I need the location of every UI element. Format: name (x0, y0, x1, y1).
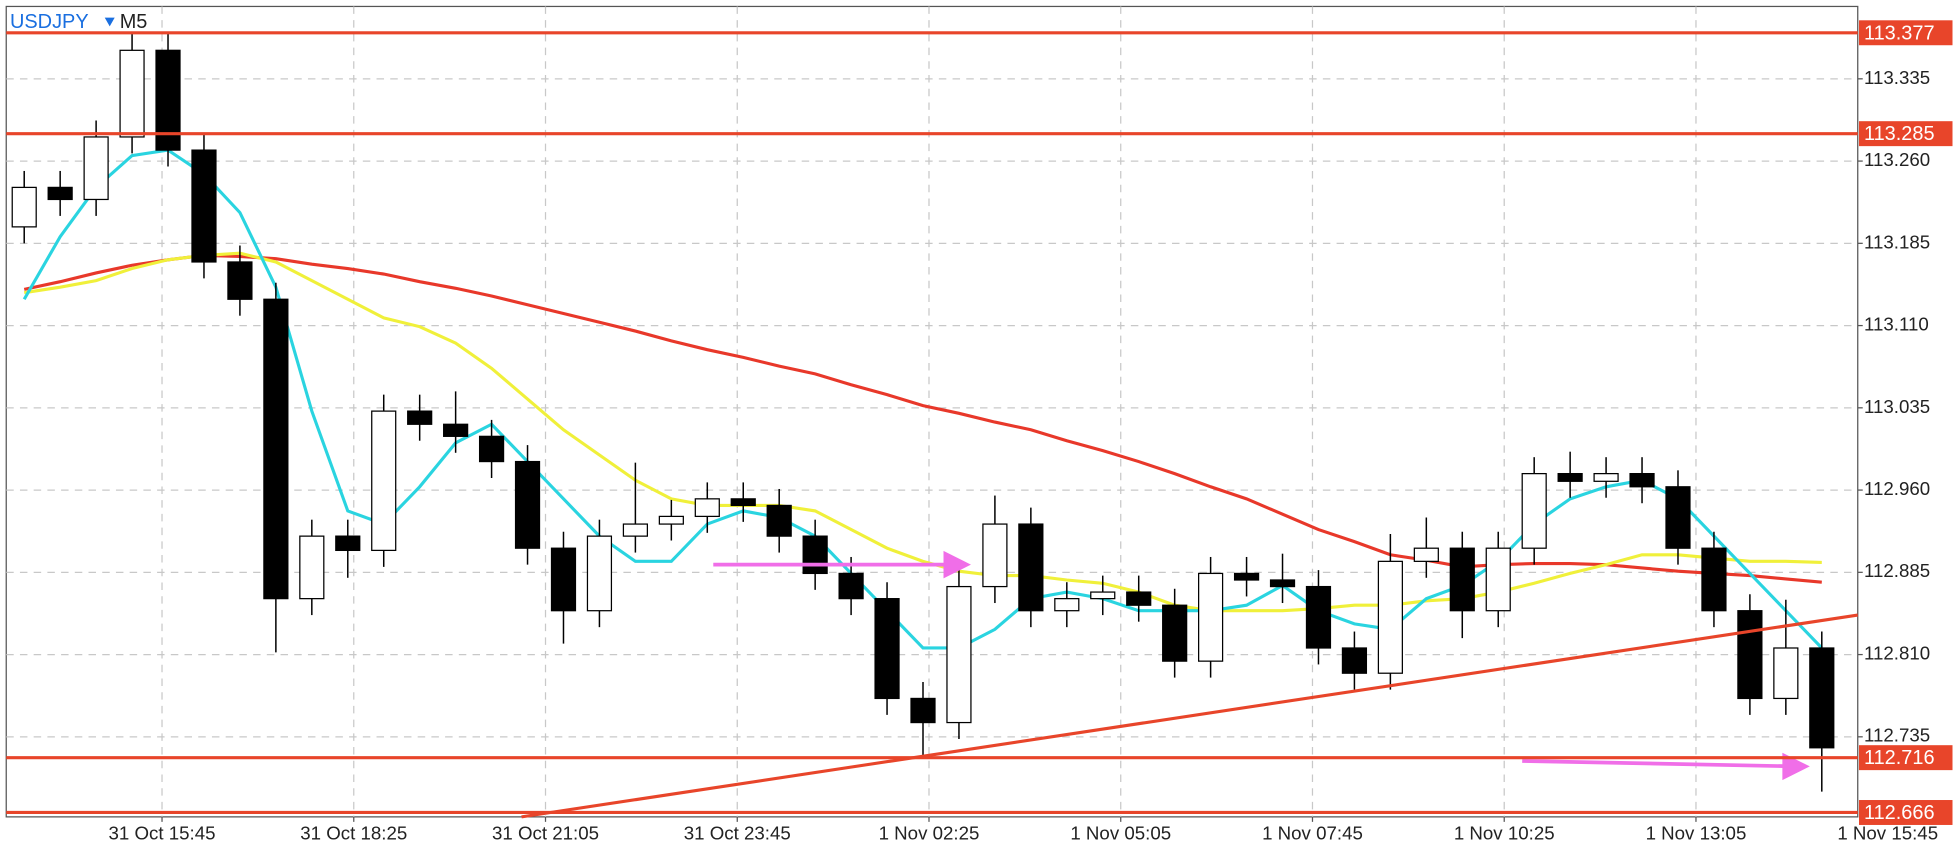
moving-average (23, 251, 1822, 613)
candle-body (694, 498, 720, 518)
y-tick-label: 113.035 (1864, 396, 1930, 417)
candle-body (550, 547, 577, 612)
x-tick-label: 31 Oct 15:45 (109, 822, 216, 843)
candle-body (1377, 560, 1403, 674)
x-tick-label: 1 Nov 15:45 (1837, 822, 1938, 843)
candle-body (658, 515, 684, 525)
candle-body (47, 186, 73, 201)
x-tick-label: 31 Oct 23:45 (684, 822, 791, 843)
y-tick-label: 113.110 (1864, 314, 1929, 335)
candle-body (1485, 547, 1511, 612)
price-level-tag (1858, 800, 1953, 825)
trendline (521, 613, 1858, 819)
candle-body (874, 598, 900, 700)
candle-body (1054, 598, 1080, 612)
candle-body (1737, 610, 1763, 700)
price-level-tag (1858, 745, 1953, 771)
candle-body (838, 572, 864, 600)
layers: 113.335 113.260 113.185 113.110 113.035 112.9… (6, 6, 1953, 843)
candle-body (910, 697, 936, 724)
candle-body (11, 186, 37, 228)
x-tick-label: 1 Nov 10:25 (1454, 822, 1555, 843)
price-level-label: 113.377 (1864, 22, 1935, 44)
candle-body (802, 535, 828, 575)
candle-body (263, 298, 289, 600)
candle-body (1809, 647, 1835, 749)
arrow-shaft (1522, 759, 1798, 769)
candle-body (1557, 472, 1583, 482)
candle-body (514, 460, 541, 549)
candle-body (407, 410, 433, 425)
x-tick-label: 31 Oct 21:05 (492, 822, 599, 843)
moving-average (23, 253, 1822, 584)
x-tick-label: 1 Nov 05:05 (1070, 822, 1171, 843)
candle-body (766, 504, 792, 537)
candle-body (1593, 472, 1619, 482)
candle-body (443, 423, 469, 437)
y-tick-label: 113.260 (1864, 149, 1930, 170)
y-tick-label: 112.885 (1864, 560, 1930, 581)
candle-body (1126, 591, 1152, 606)
price-level-label: 112.666 (1864, 802, 1935, 824)
candle-body (83, 136, 109, 201)
y-tick-label: 113.335 (1864, 67, 1930, 88)
candle-body (1521, 472, 1547, 549)
candle-body (191, 149, 217, 263)
price-level-tag (1858, 20, 1953, 46)
candle-body (1269, 579, 1296, 588)
candle-body (586, 535, 613, 612)
candle-body (730, 498, 756, 507)
price-level-tag (1858, 121, 1953, 147)
arrow-head (943, 550, 971, 579)
candle-body (1233, 572, 1260, 581)
candle-body (1413, 547, 1439, 562)
x-tick-label: 1 Nov 07:45 (1262, 822, 1363, 843)
candle-body (1198, 572, 1224, 662)
y-tick-label: 112.735 (1864, 725, 1930, 746)
candle-body (1629, 472, 1655, 488)
price-level-label: 112.716 (1864, 747, 1935, 769)
candle-body (371, 410, 397, 552)
candle-body (1341, 647, 1368, 674)
candle-body (227, 261, 253, 300)
x-tick-label: 1 Nov 02:25 (879, 822, 980, 843)
candle-body (1162, 604, 1188, 662)
candle-body (946, 585, 972, 724)
timeframe[interactable]: M5 (120, 11, 148, 33)
candle-body (1773, 647, 1799, 700)
x-tick-label: 31 Oct 18:25 (300, 822, 407, 843)
candle-body (1665, 486, 1691, 549)
candle-body (1018, 523, 1044, 612)
x-tick-label: 1 Nov 13:05 (1646, 822, 1747, 843)
candle-body (299, 535, 325, 600)
price-level-label: 113.285 (1864, 123, 1935, 145)
y-tick-label: 112.960 (1864, 478, 1930, 499)
candle-body (982, 523, 1008, 588)
y-tick-label: 112.810 (1864, 643, 1930, 664)
candle-body (1305, 585, 1332, 649)
candle-body (155, 49, 181, 151)
y-tick-label: 113.185 (1864, 231, 1930, 252)
candle-body (335, 535, 361, 552)
candle-body (119, 49, 145, 138)
plot-frame (5, 5, 1859, 818)
arrow-head (1782, 752, 1810, 781)
candle-body (1090, 591, 1116, 600)
candle-body (622, 523, 648, 537)
symbol-dropdown-icon[interactable] (104, 17, 115, 27)
candle-body (1701, 547, 1727, 612)
symbol[interactable]: USDJPY (10, 11, 89, 33)
candle-body (1449, 547, 1475, 612)
candle-body (478, 435, 505, 463)
